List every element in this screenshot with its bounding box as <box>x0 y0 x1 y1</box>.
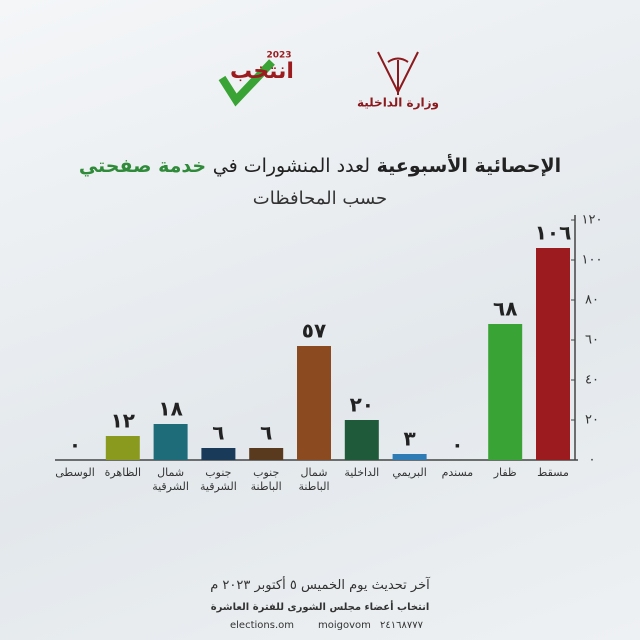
title-part: الإحصائية الأسبوعية <box>376 155 562 177</box>
value-label: ١٠٦ <box>535 221 572 245</box>
x-tick-label: شمال الباطنة <box>298 466 330 493</box>
value-label: ٠ <box>69 433 81 457</box>
x-tick-label: جنوب الشرقية <box>200 466 237 493</box>
handle: moigovom <box>318 620 371 631</box>
x-tick-label: مسقط <box>537 466 569 479</box>
y-tick-label: ٦٠ <box>585 333 599 348</box>
brand-check <box>218 59 275 107</box>
x-tick-label: الوسطى <box>55 466 95 479</box>
bar <box>536 248 570 460</box>
footer-line: انتخاب أعضاء مجلس الشورى للفترة العاشرة <box>210 602 430 613</box>
value-label: ٣ <box>403 427 415 451</box>
value-label: ٥٧ <box>302 319 326 343</box>
y-tick-label: ٠ <box>589 453 596 468</box>
value-label: ١٢ <box>111 409 135 433</box>
title-part: لعدد المنشورات في <box>212 155 371 177</box>
value-label: ٦٨ <box>493 297 517 321</box>
x-tick-label: مسندم <box>441 466 474 479</box>
y-tick-label: ١٠٠ <box>582 253 603 268</box>
value-label: ٢٠ <box>350 393 374 417</box>
x-tick-label: شمال الشرقية <box>152 466 189 493</box>
bar <box>488 324 523 460</box>
chart-subtitle: حسب المحافظات <box>252 188 388 209</box>
phone: ٢٤١٦٨٧٧٧ <box>380 620 423 631</box>
x-tick-label: جنوب الباطنة <box>250 466 282 493</box>
x-tick-label: الداخلية <box>344 466 380 479</box>
value-label: ٦ <box>212 421 224 445</box>
ministry-name: وزارة الداخلية <box>357 96 439 111</box>
value-label: ١٨ <box>158 397 182 421</box>
value-label: ٠ <box>451 433 463 457</box>
title-highlight: خدمة صفحتي <box>78 155 207 177</box>
y-tick-label: ١٢٠ <box>582 213 603 228</box>
brand-year: 2023 <box>266 51 291 61</box>
brand-name: انتخب <box>230 59 294 84</box>
bar <box>344 420 379 460</box>
value-label: ٦ <box>260 421 272 445</box>
x-tick-label: الظاهرة <box>104 466 141 479</box>
site: elections.om <box>230 620 294 631</box>
bar <box>201 448 236 460</box>
y-tick-label: ٨٠ <box>585 293 599 308</box>
ministry-emblem <box>377 51 419 95</box>
bar <box>297 346 331 460</box>
updated: آخر تحديث يوم الخميس ٥ أكتوبر ٢٠٢٣ م <box>210 578 430 593</box>
y-tick-label: ٤٠ <box>585 373 599 388</box>
bar <box>105 436 140 460</box>
x-tick-label: البريمي <box>392 466 427 479</box>
chart-title: الإحصائية الأسبوعية لعدد المنشورات في خد… <box>0 155 640 177</box>
x-tick-label: ظفار <box>493 466 517 479</box>
y-tick-label: ٢٠ <box>585 413 599 428</box>
bar <box>249 448 284 460</box>
bar <box>392 454 427 460</box>
bar <box>153 424 188 460</box>
